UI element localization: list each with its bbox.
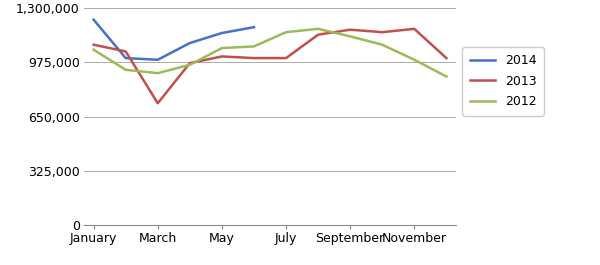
2012 (283, 30, 290, 34)
Line: 2012: 2012 (94, 29, 446, 77)
2013 (186, 61, 193, 65)
Line: 2013: 2013 (94, 29, 446, 103)
2013 (90, 43, 97, 46)
2013 (314, 33, 322, 36)
2012 (379, 43, 386, 46)
2012 (443, 75, 450, 78)
2012 (122, 68, 129, 71)
Line: 2014: 2014 (94, 20, 254, 60)
2012 (154, 72, 161, 75)
2013 (411, 27, 418, 30)
2013 (122, 50, 129, 53)
Legend: 2014, 2013, 2012: 2014, 2013, 2012 (462, 47, 544, 116)
2014 (122, 56, 129, 60)
2013 (218, 55, 226, 58)
2013 (250, 56, 257, 60)
2012 (186, 63, 193, 66)
2013 (379, 30, 386, 34)
2012 (218, 46, 226, 50)
2014 (186, 41, 193, 45)
2012 (411, 58, 418, 61)
2013 (347, 28, 354, 31)
2013 (283, 56, 290, 60)
2012 (314, 27, 322, 30)
2012 (250, 45, 257, 48)
2014 (218, 32, 226, 35)
2014 (90, 18, 97, 21)
2014 (154, 58, 161, 61)
2013 (443, 56, 450, 60)
2012 (347, 35, 354, 38)
2012 (90, 48, 97, 51)
2014 (250, 26, 257, 29)
2013 (154, 102, 161, 105)
